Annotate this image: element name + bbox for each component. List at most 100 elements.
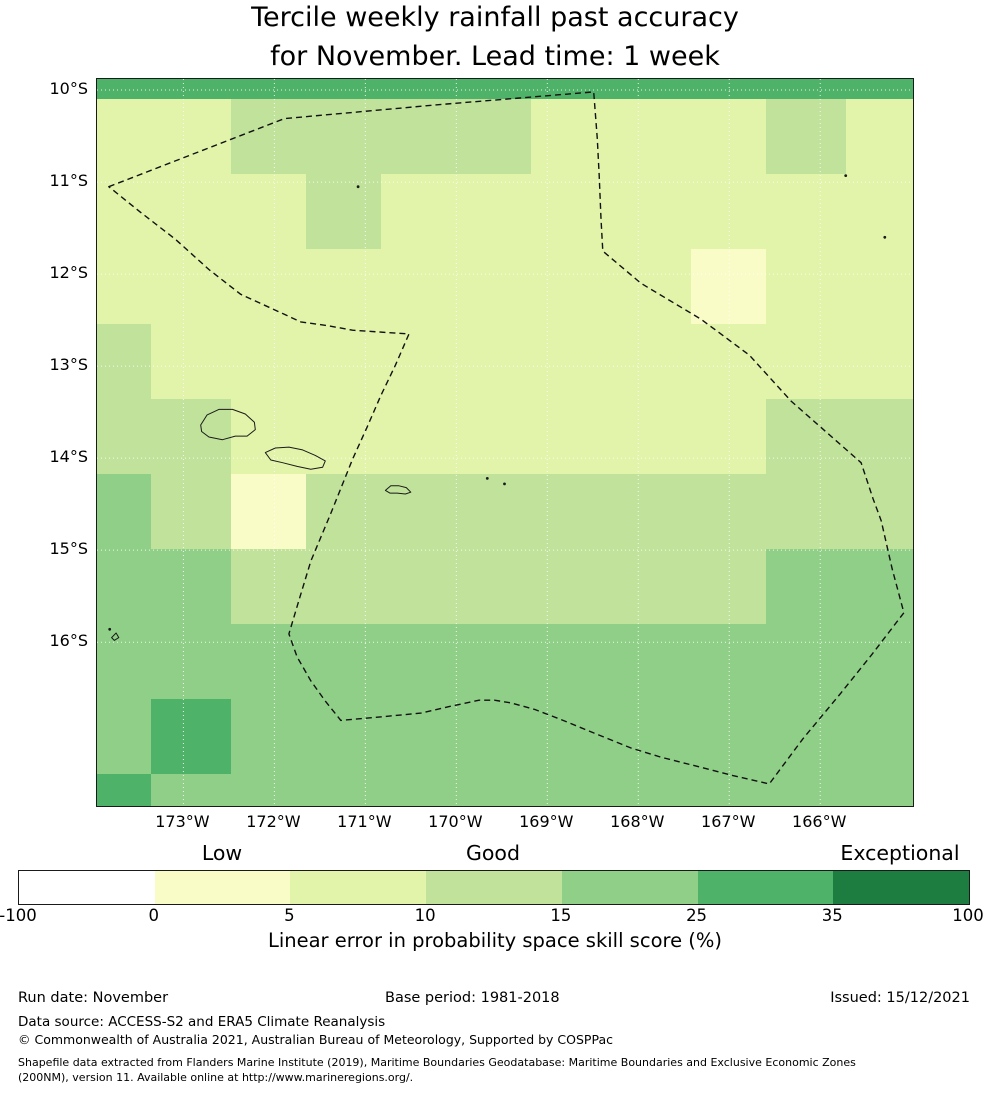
heatmap-cell [306, 699, 382, 775]
eez-boundary [108, 91, 905, 785]
heatmap-cell [306, 623, 382, 700]
heatmap-cell [380, 249, 458, 325]
heatmap-cell [530, 173, 612, 250]
heatmap-cell [97, 399, 152, 475]
lat-tick-label: 15°S [49, 539, 88, 559]
heatmap-cell [691, 323, 767, 400]
heatmap-cell [306, 249, 382, 325]
tafahi-island-dot [108, 627, 112, 631]
heatmap-cell [230, 699, 307, 775]
heatmap-cell [530, 623, 612, 700]
heatmap-cell [845, 699, 913, 775]
heatmap-cell [691, 549, 767, 625]
heatmap-cell [230, 773, 307, 806]
heatmap-cell [230, 173, 307, 250]
heatmap-cell [456, 699, 532, 775]
heatmap-cell [845, 473, 913, 550]
heatmap-cell [765, 173, 847, 250]
savaii-island-outline [200, 408, 256, 441]
heatmap-cell [610, 473, 692, 550]
colorbar-segment [697, 871, 834, 904]
heatmap-cell [610, 623, 692, 700]
heatmap-cell [765, 473, 847, 550]
lat-tick-label: 14°S [49, 447, 88, 467]
heatmap-cell [306, 173, 382, 250]
heatmap-cell [610, 323, 692, 400]
heatmap-cell [306, 549, 382, 625]
heatmap-cell [97, 99, 152, 175]
niuatoputapu-island-outline [111, 632, 120, 641]
colorbar-tick-label: 35 [821, 906, 843, 925]
heatmap-cell [691, 773, 767, 806]
colorbar-tick-label: 10 [414, 906, 436, 925]
islet-northeast-island-dot [844, 174, 848, 177]
heatmap-cell [530, 399, 612, 475]
heatmap-cell [306, 323, 382, 400]
colorbar-segment [154, 871, 291, 904]
heatmap-cell [845, 99, 913, 175]
heatmap-cell [97, 79, 152, 100]
islet-east-island-dot [883, 235, 887, 239]
heatmap-cell [380, 99, 458, 175]
lat-tick-label: 11°S [49, 171, 88, 191]
heatmap-cell [845, 249, 913, 325]
issued-date-text: Issued: 15/12/2021 [830, 990, 970, 1006]
lat-tick-label: 13°S [49, 355, 88, 375]
heatmap-cell [97, 623, 152, 700]
heatmap-cell [691, 623, 767, 700]
colorbar-label-exceptional: Exceptional [840, 841, 960, 865]
heatmap-cell [610, 399, 692, 475]
heatmap-cell [306, 79, 382, 100]
data-source-text: Data source: ACCESS-S2 and ERA5 Climate … [18, 1014, 386, 1030]
heatmap-cell [150, 323, 232, 400]
lon-tick-label: 171°W [337, 812, 392, 831]
base-period-text: Base period: 1981-2018 [385, 990, 560, 1006]
shapefile-attribution-line2: (200NM), version 11. Available online at… [18, 1071, 414, 1084]
heatmap-cell [150, 473, 232, 550]
colorbar-tick-label: 15 [550, 906, 572, 925]
heatmap-cell [530, 79, 612, 100]
copyright-text: © Commonwealth of Australia 2021, Austra… [18, 1032, 613, 1047]
heatmap-cell [610, 773, 692, 806]
heatmap-cell [97, 773, 152, 806]
heatmap-cell [845, 549, 913, 625]
heatmap-cell [456, 173, 532, 250]
heatmap-cell [765, 249, 847, 325]
map-area [96, 78, 914, 807]
heatmap-cell [765, 773, 847, 806]
colorbar-caption: Linear error in probability space skill … [267, 929, 723, 952]
heatmap-cell [691, 699, 767, 775]
heatmap-cell [845, 399, 913, 475]
heatmap-cell [845, 173, 913, 250]
heatmap-cell [610, 79, 692, 100]
colorbar-segment [833, 871, 970, 904]
heatmap-cell [380, 173, 458, 250]
heatmap-cell [456, 99, 532, 175]
heatmap-cell [530, 699, 612, 775]
lon-tick-label: 168°W [610, 812, 665, 831]
heatmap-cell [456, 623, 532, 700]
heatmap-cell [380, 549, 458, 625]
heatmap-cell [380, 473, 458, 550]
heatmap-cell [150, 399, 232, 475]
heatmap-cell [691, 173, 767, 250]
heatmap-cell [97, 473, 152, 550]
heatmap-cell [765, 79, 847, 100]
heatmap-cell [456, 399, 532, 475]
ofu-olosega-island-dot [485, 477, 489, 480]
chart-title-line1: Tercile weekly rainfall past accuracy [251, 2, 739, 33]
heatmap-cell [691, 249, 767, 325]
colorbar-tick-label: 100 [952, 906, 984, 925]
heatmap-cell [97, 699, 152, 775]
lon-tick-label: 170°W [428, 812, 483, 831]
heatmap-cell [610, 173, 692, 250]
heatmap-cell [97, 249, 152, 325]
colorbar-segment [290, 871, 427, 904]
heatmap-cell [306, 773, 382, 806]
heatmap-cell [230, 623, 307, 700]
heatmap-cell [150, 623, 232, 700]
heatmap-cell [380, 323, 458, 400]
heatmap-cell [150, 79, 232, 100]
lon-tick-label: 173°W [155, 812, 210, 831]
